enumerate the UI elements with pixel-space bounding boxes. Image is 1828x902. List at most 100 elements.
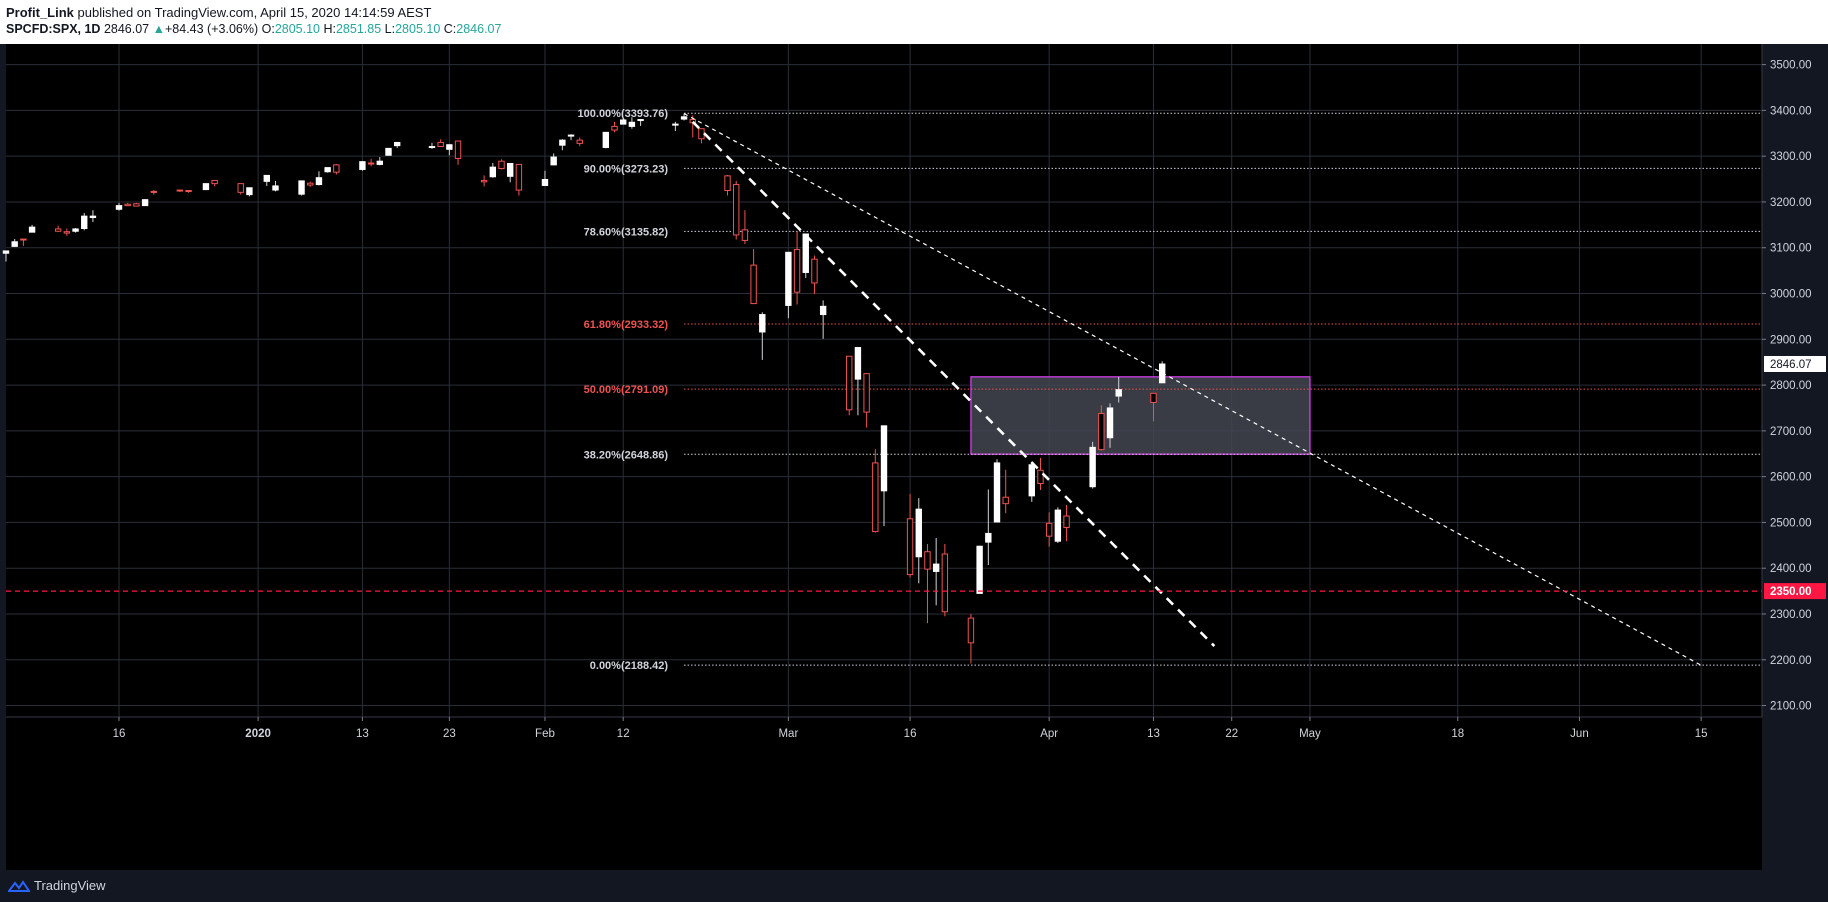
tradingview-logo-icon[interactable] — [8, 879, 30, 893]
candlestick-series — [2, 113, 1166, 664]
candle-body — [941, 553, 949, 613]
candle-body — [880, 425, 888, 492]
trendlines[interactable] — [683, 113, 1702, 666]
candle-body — [1098, 412, 1105, 451]
candle-body — [1115, 389, 1122, 397]
candle-body — [785, 251, 792, 306]
candle-body — [906, 518, 914, 576]
candle-body — [54, 228, 62, 232]
candle-body — [11, 241, 18, 247]
candle-body — [515, 163, 523, 191]
price-chart[interactable]: 100.00%(3393.76) 90.00%(3273.23) 78.60%(31… — [0, 44, 1828, 870]
candle-body — [1037, 469, 1044, 485]
fib-level-label: 100.00%(3393.76) — [578, 108, 669, 120]
candle-body — [733, 184, 740, 236]
price-tick-label: 3200.00 — [1770, 197, 1812, 209]
time-tick-label: 2020 — [245, 728, 271, 740]
candle-body — [924, 551, 931, 570]
candle-body — [324, 167, 331, 173]
candle-body — [428, 146, 436, 149]
candle-body — [567, 134, 575, 137]
time-tick-label: 16 — [904, 728, 917, 740]
time-tick-label: 23 — [443, 728, 456, 740]
price-tick-label: 3400.00 — [1770, 105, 1812, 117]
fib-level-label: 0.00%(2188.42) — [590, 660, 669, 672]
candle-body — [237, 183, 244, 193]
candle-body — [1106, 407, 1114, 439]
candle-body — [863, 373, 870, 413]
candle-body — [637, 119, 644, 122]
low-value: 2805.10 — [395, 22, 441, 36]
candle-body — [385, 147, 392, 156]
candle-body — [81, 215, 88, 230]
last-price-tag-label: 2846.07 — [1770, 359, 1812, 371]
price-tick-label: 2300.00 — [1770, 609, 1812, 621]
price-tick-label: 2100.00 — [1770, 701, 1812, 713]
fib-level-label: 90.00%(3273.23) — [584, 163, 669, 175]
fibonacci-retracement[interactable]: 100.00%(3393.76) 90.00%(3273.23) 78.60%(31… — [578, 108, 1762, 672]
footer-bar: TradingView — [0, 870, 1828, 902]
candle-body — [454, 140, 462, 159]
candle-body — [620, 119, 627, 125]
price-tick-label: 3000.00 — [1770, 289, 1812, 301]
price-axis[interactable]: 2100.00 2200.00 2300.00 2400.00 2500.00 2600.… — [1761, 44, 1826, 717]
candle-body — [185, 190, 192, 193]
author-name[interactable]: Profit_Link — [6, 5, 74, 20]
trendline-long[interactable] — [683, 113, 1702, 666]
candle-body — [20, 238, 27, 241]
time-tick-label: Apr — [1040, 728, 1058, 740]
last-price-tag[interactable] — [1764, 355, 1826, 372]
candle-body — [437, 141, 444, 148]
fib-level-label: 61.80%(2933.32) — [584, 319, 669, 331]
trendline-steep[interactable] — [691, 120, 1216, 647]
candle-body — [315, 177, 323, 186]
candle-body — [507, 162, 514, 177]
candle-body — [724, 175, 731, 192]
candle-body — [576, 139, 583, 144]
up-arrow-icon: ▲ — [152, 22, 165, 36]
candle-body — [854, 347, 862, 380]
candle-body — [176, 189, 184, 192]
candle-body — [672, 123, 679, 126]
candle-body — [846, 355, 853, 411]
price-tick-label: 2200.00 — [1770, 655, 1812, 667]
candle-body — [1002, 496, 1009, 505]
candle-body — [211, 179, 218, 185]
price-tick-label: 2500.00 — [1770, 517, 1812, 529]
candle-body — [1063, 515, 1070, 528]
candle-body — [1045, 522, 1053, 537]
price-tick-label: 2600.00 — [1770, 472, 1812, 484]
candle-body — [246, 187, 253, 196]
candle-body — [602, 131, 610, 148]
candle-body — [698, 128, 705, 140]
time-tick-label: 12 — [617, 728, 630, 740]
candle-body — [750, 264, 757, 305]
candle-body — [272, 185, 279, 191]
candle-body — [976, 545, 983, 594]
resistance-zone[interactable] — [970, 376, 1311, 455]
fib-level-label: 50.00%(2791.09) — [584, 384, 669, 396]
candle-body — [541, 179, 549, 186]
time-axis[interactable]: 16 2020 13 23 Feb 12 Mar 16 Apr 13 22 May 18 Jun 15 — [6, 716, 1762, 740]
candle-body — [307, 182, 314, 186]
candle-body — [298, 180, 305, 195]
symbol-label[interactable]: SPCFD:SPX, 1D — [6, 22, 101, 36]
candle-body — [376, 160, 383, 165]
price-tick-label: 3500.00 — [1770, 60, 1812, 72]
candle-body — [2, 250, 10, 254]
price-tick-label: 2900.00 — [1770, 334, 1812, 346]
candle-body — [141, 199, 149, 207]
candle-body — [150, 190, 157, 193]
support-price-tag[interactable] — [1764, 583, 1826, 600]
publish-line: Profit_Link published on TradingView.com… — [6, 5, 431, 20]
candle-body — [1054, 509, 1062, 542]
candle-body — [202, 183, 210, 191]
candle-body — [985, 532, 992, 543]
fib-level-label: 78.60%(3135.82) — [584, 226, 669, 238]
candle-body — [1089, 446, 1096, 488]
support-price-tag-label: 2350.00 — [1770, 586, 1812, 598]
candle-body — [559, 139, 566, 146]
footer-brand[interactable]: TradingView — [34, 878, 106, 893]
price-tick-label: 2700.00 — [1770, 426, 1812, 438]
zone-rectangle[interactable] — [970, 376, 1311, 455]
